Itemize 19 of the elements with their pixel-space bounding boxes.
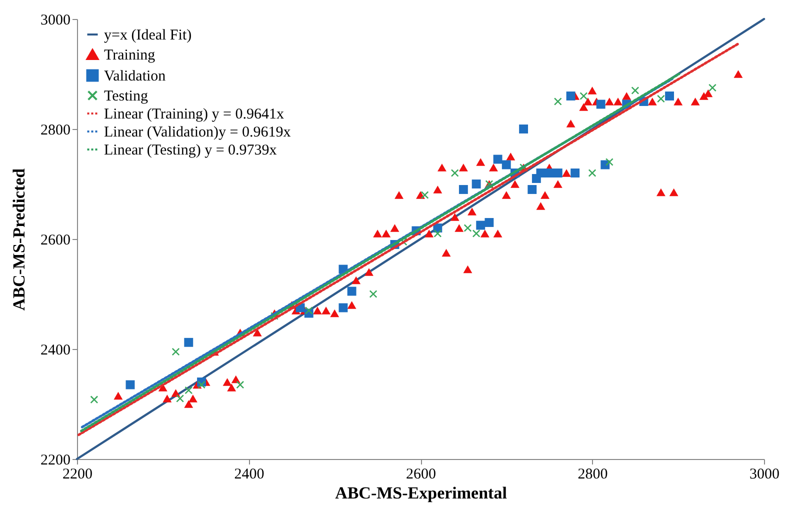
y-tick-label: 2800 [40, 122, 70, 138]
y-tick-label: 2400 [40, 342, 70, 358]
legend-label: Linear (Validation)y = 0.9619x [104, 124, 292, 140]
legend-label: Training [104, 48, 156, 64]
x-tick-label: 2200 [62, 466, 92, 482]
legend-label: y=x (Ideal Fit) [104, 28, 192, 44]
legend-label: Testing [104, 88, 148, 104]
legend-label: Validation [104, 68, 166, 84]
x-axis-title: ABC-MS-Experimental [335, 484, 508, 502]
x-tick-label: 2400 [234, 466, 264, 482]
y-axis-title: ABC-MS-Predicted [10, 168, 28, 311]
y-tick-label: 2600 [40, 232, 70, 248]
y-tick-label: 3000 [40, 12, 70, 28]
legend-label: Linear (Training) y = 0.9641x [104, 106, 284, 122]
legend-label: Linear (Testing) y = 0.9739x [104, 142, 278, 158]
x-tick-label: 3000 [750, 466, 780, 482]
x-tick-label: 2600 [406, 466, 436, 482]
x-tick-label: 2800 [578, 466, 608, 482]
y-tick-label: 2200 [40, 452, 70, 468]
